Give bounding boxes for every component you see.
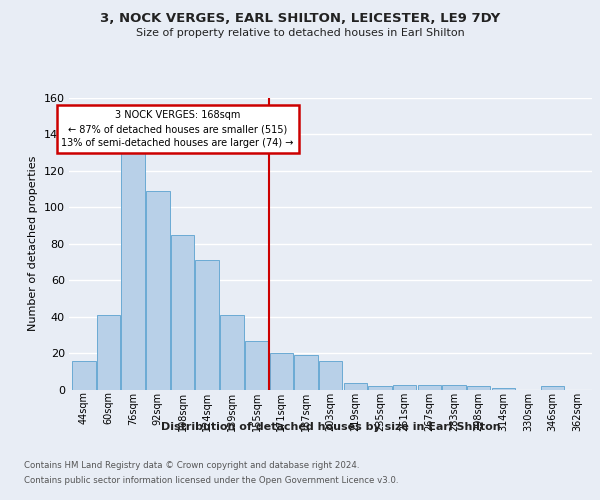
Y-axis label: Number of detached properties: Number of detached properties (28, 156, 38, 332)
Text: Size of property relative to detached houses in Earl Shilton: Size of property relative to detached ho… (136, 28, 464, 38)
Text: Distribution of detached houses by size in Earl Shilton: Distribution of detached houses by size … (161, 422, 500, 432)
Bar (269, 354, 293, 390)
Bar (393, 384, 416, 390)
Bar (294, 356, 317, 390)
Bar (146, 190, 170, 390)
Bar (442, 384, 466, 390)
Bar (220, 315, 244, 390)
Text: Contains public sector information licensed under the Open Government Licence v3: Contains public sector information licen… (24, 476, 398, 485)
Bar (491, 388, 515, 390)
Text: 3 NOCK VERGES: 168sqm
← 87% of detached houses are smaller (515)
13% of semi-det: 3 NOCK VERGES: 168sqm ← 87% of detached … (61, 110, 294, 148)
Text: 3, NOCK VERGES, EARL SHILTON, LEICESTER, LE9 7DY: 3, NOCK VERGES, EARL SHILTON, LEICESTER,… (100, 12, 500, 26)
Bar (418, 384, 441, 390)
Bar (467, 386, 490, 390)
Bar (97, 315, 120, 390)
Bar (319, 361, 343, 390)
Bar (196, 260, 219, 390)
Bar (368, 386, 392, 390)
Bar (245, 340, 268, 390)
Text: Contains HM Land Registry data © Crown copyright and database right 2024.: Contains HM Land Registry data © Crown c… (24, 461, 359, 470)
Bar (541, 386, 565, 390)
Bar (171, 234, 194, 390)
Bar (121, 147, 145, 390)
Bar (72, 361, 95, 390)
Bar (344, 382, 367, 390)
